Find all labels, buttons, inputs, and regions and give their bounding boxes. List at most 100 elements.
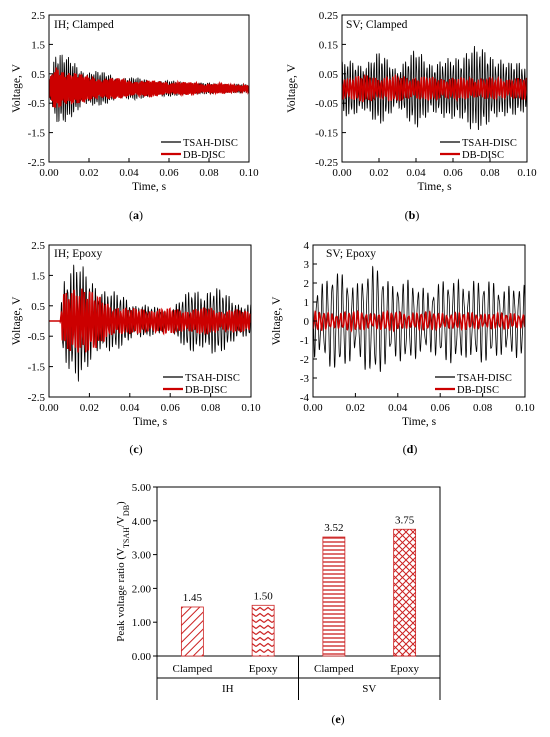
chart-d: 4 3 2 1 0 -1 -2 -3 -40.00 0.02 0.04 0.06 0.08 0.10 SV;… [271,240,535,428]
panel-label-b: (b) [404,208,420,222]
x-tick-label: 0.04 [120,402,140,414]
x-tick-label: 0.06 [159,167,179,179]
y-tick-label: -2.5 [28,392,46,404]
y-tick-label: 3.00 [132,550,152,562]
x-tick-label: 0.04 [388,402,408,414]
y-tick-label: -4 [300,392,310,404]
y-tick-label: -1.5 [28,128,46,140]
chart-title-b: SV; Clamped [346,19,408,31]
y-tick-label: -1 [300,335,309,347]
y-tick-label: -3 [300,373,310,385]
y-tick-label: -0.25 [315,157,338,169]
legend-label-tsah: TSAH-DISC [462,138,517,149]
y-tick-label: 0 [304,316,310,328]
x-tick-label: 0.04 [119,167,139,179]
y-tick-label: 0.00 [132,651,152,663]
y-tick-label: 0.5 [31,69,45,81]
x-tick-label: 0.00 [332,167,352,179]
legend-label-tsah: TSAH-DISC [185,373,240,384]
y-tick-label: -0.15 [315,128,338,140]
y-tick-label: -0.05 [315,98,338,110]
x-tick-label: 0.02 [79,167,98,179]
y-tick-label: -0.5 [28,98,46,110]
legend-label-db: DB-DISC [183,150,225,161]
y-tick-label: 2.5 [31,240,45,252]
y-tick-label: -2.5 [28,157,46,169]
x-tick-label: 0.10 [241,402,261,414]
x-tick-label: 0.06 [443,167,463,179]
chart-e: 0.00 1.00 2.00 3.00 4.00 5.00 1.45 Clamped 1.50 E… [115,482,441,700]
y-tick-label: 2.00 [132,583,152,595]
chart-title-a: IH; Clamped [54,19,114,31]
x-tick-label: 0.08 [201,402,221,414]
panel-label-a: (a) [129,208,143,222]
chart-c: 2.5 1.5 0.5 -0.5 -1.5 -2.50.00 0.02 0.04 0.06 0.0… [11,240,261,428]
group-label: SV [362,683,376,695]
bar [322,536,346,657]
x-tick-label: 0.04 [406,167,426,179]
x-tick-label: 0.00 [303,402,323,414]
y-tick-label: -2 [300,354,309,366]
x-tick-label: 0.10 [517,167,537,179]
bar-value-label: 3.52 [324,522,343,534]
y-tick-label: 1.5 [31,270,45,282]
y-tick-label: 0.25 [319,10,339,22]
x-tick-label: 0.06 [161,402,181,414]
y-tick-label: 1.00 [132,617,152,629]
y-tick-label: 3 [304,259,310,271]
legend-label-db: DB-DISC [185,385,227,396]
chart-title-c: IH; Epoxy [54,248,102,260]
x-axis-label-a: Time, s [132,181,167,193]
panel-label-d: (d) [402,442,418,456]
x-tick-label: 0.08 [480,167,500,179]
legend-label-db: DB-DISC [457,385,499,396]
legend-label-tsah: TSAH-DISC [183,138,238,149]
bar [180,606,204,657]
chart-b: 0.25 0.15 0.05 -0.05 -0.15 -0.250.00 0.02 0.04 0… [286,10,537,193]
series-db-line-d [313,309,525,333]
x-axis-label-c: Time, s [133,416,168,428]
y-tick-label: 5.00 [132,482,152,494]
bar [393,528,417,657]
x-tick-label: 0.00 [39,402,59,414]
y-axis-label-b: Voltage, V [286,63,298,112]
bar-value-label: 1.45 [183,592,203,604]
plot-frame-a [48,14,250,163]
y-axis-label-e: Peak voltage ratio (VTSAH/VDB) [115,501,131,642]
panel-label-e: (e) [331,712,345,726]
category-label: Epoxy [249,663,278,675]
x-tick-label: 0.02 [80,402,99,414]
legend-label-tsah: TSAH-DISC [457,373,512,384]
x-tick-label: 0.10 [239,167,259,179]
plot-frame-b [341,14,528,163]
y-tick-label: 4 [304,240,310,252]
chart-title-d: SV; Epoxy [326,248,376,260]
y-tick-label: 0.15 [319,39,339,51]
y-axis-label-c: Voltage, V [11,296,23,345]
x-axis-label-d: Time, s [402,416,437,428]
series-tsah-line-d [313,265,525,372]
panel-label-c: (c) [129,442,143,456]
y-tick-label: 1 [304,297,310,309]
x-tick-label: 0.10 [515,402,535,414]
series-db-line-a [49,67,249,108]
y-tick-label: 2 [304,278,310,290]
x-tick-label: 0.02 [369,167,388,179]
x-tick-label: 0.08 [199,167,219,179]
group-label: IH [222,683,234,695]
category-label: Clamped [173,663,213,675]
y-axis-label-d: Voltage, V [271,296,283,345]
y-tick-label: 0.5 [31,301,45,313]
y-tick-label: -0.5 [28,331,46,343]
y-tick-label: -1.5 [28,362,46,374]
bar-value-label: 3.75 [395,514,415,526]
legend-label-db: DB-DISC [462,150,504,161]
series-db-line-b [342,73,527,103]
category-label: Epoxy [390,663,419,675]
bar [251,604,275,657]
x-tick-label: 0.02 [346,402,365,414]
bar-value-label: 1.50 [254,590,274,602]
chart-a: 2.5 1.5 0.5 -0.5 -1.5 -2.50.00 0.02 0.04 0.06 0.0… [11,10,259,193]
category-label: Clamped [314,663,354,675]
x-tick-label: 0.00 [39,167,59,179]
